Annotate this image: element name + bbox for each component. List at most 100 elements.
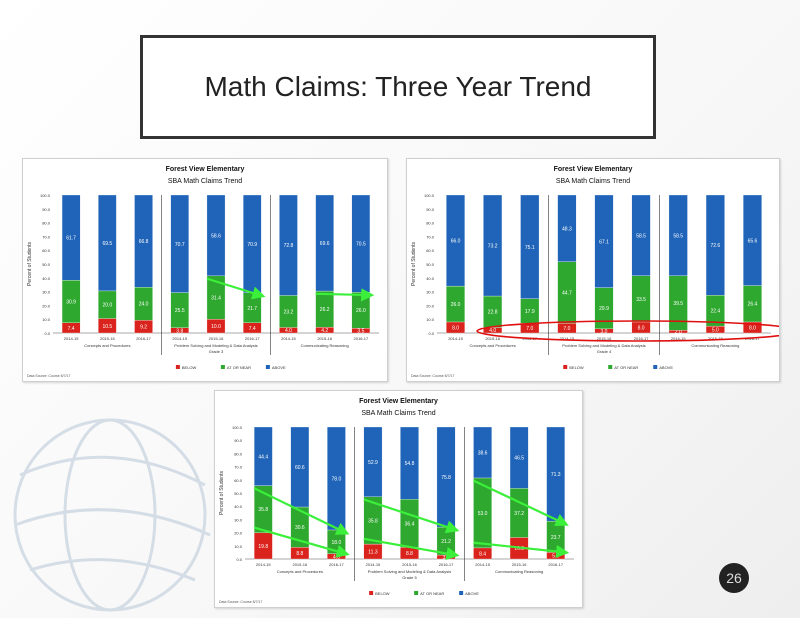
x-tick-label: 2016-17: [354, 336, 369, 341]
x-tick-label: 2014-15: [64, 336, 79, 341]
group-label: Communicating Reasoning: [495, 569, 543, 574]
data-label: 10.0: [211, 324, 221, 330]
y-tick-label: 30.0: [42, 290, 51, 295]
bar-above: [315, 194, 334, 292]
data-label: 26.0: [356, 308, 366, 314]
data-label: 8.8: [296, 551, 303, 557]
bar-above: [520, 194, 540, 299]
data-label: 48.3: [562, 226, 572, 232]
data-label: 26.4: [748, 302, 758, 308]
data-label: 60.6: [295, 465, 305, 471]
data-label: 23.7: [551, 535, 561, 541]
legend-swatch: [175, 365, 180, 369]
data-label: 9.2: [140, 325, 147, 331]
data-label: 36.4: [405, 521, 415, 527]
bar-above: [363, 426, 383, 497]
data-label: 35.8: [258, 507, 268, 513]
legend-label: ABOVE: [272, 365, 286, 370]
data-label: 71.3: [551, 472, 561, 478]
data-label: 21.2: [441, 539, 451, 545]
data-label: 8.4: [479, 551, 486, 557]
y-tick-label: 50.0: [426, 262, 435, 267]
data-label: 18.0: [332, 540, 342, 546]
legend-swatch: [414, 591, 419, 595]
legend-label: ABOVE: [659, 365, 673, 370]
trend-arrow: [363, 498, 460, 534]
group-label: Concepts and Procedures: [277, 569, 323, 574]
chart-panel-3: Forest View Elementary SBA Math Claims Tr…: [214, 390, 583, 608]
bar-above: [351, 194, 371, 293]
data-label: 75.8: [441, 475, 451, 481]
data-label: 46.5: [514, 456, 524, 462]
legend-label: AT OR NEAR: [420, 591, 444, 596]
x-tick-label: 2015-16: [597, 336, 612, 341]
data-label: 29.9: [599, 306, 609, 312]
data-label: 2.0: [675, 330, 682, 336]
y-tick-label: 70.0: [234, 465, 243, 470]
data-label: 5.0: [552, 554, 559, 560]
y-tick-label: 60.0: [426, 248, 435, 253]
x-tick-label: 2016-17: [439, 562, 454, 567]
y-tick-label: 70.0: [42, 234, 51, 239]
x-tick-label: 2015-16: [708, 336, 723, 341]
y-tick-label: 60.0: [42, 248, 51, 253]
legend-swatch: [608, 365, 613, 369]
data-label: 21.7: [247, 306, 257, 312]
data-label: 30.6: [295, 525, 305, 531]
y-tick-label: 20.0: [42, 303, 51, 308]
data-label: 69.6: [320, 241, 330, 247]
data-label: 23.2: [284, 309, 294, 315]
data-label: 26.2: [320, 307, 330, 313]
data-label: 7.0: [526, 326, 533, 332]
data-source: Data Source: Course 8/7/17: [219, 600, 262, 604]
legend-label: AT OR NEAR: [614, 365, 638, 370]
slide-title-box: Math Claims: Three Year Trend: [140, 35, 656, 139]
data-label: 10.5: [102, 324, 112, 330]
data-label: 39.5: [673, 301, 683, 307]
legend-label: BELOW: [182, 365, 197, 370]
bar-above: [557, 194, 577, 262]
data-label: 66.0: [451, 239, 461, 245]
group-label: Problem Solving and Modeling & Data Anal…: [368, 569, 451, 574]
data-label: 8.0: [452, 325, 459, 331]
x-tick-label: 2015-16: [209, 336, 224, 341]
y-axis-label: Percent of Students: [27, 242, 33, 286]
y-tick-label: 80.0: [234, 451, 243, 456]
data-label: 3.0: [443, 555, 450, 561]
bar-above: [705, 194, 725, 296]
bar-above: [483, 194, 503, 297]
data-label: 17.9: [525, 309, 535, 315]
data-label: 58.5: [673, 233, 683, 239]
y-tick-label: 40.0: [426, 276, 435, 281]
data-label: 7.4: [249, 326, 256, 332]
bar-above: [509, 426, 529, 489]
data-label: 26.0: [451, 302, 461, 308]
grade-label: Grade 3: [209, 349, 224, 354]
y-tick-label: 20.0: [426, 303, 435, 308]
chart-subtitle: SBA Math Claims Trend: [168, 178, 242, 185]
chart-panel-1: Forest View Elementary SBA Math Claims Tr…: [22, 158, 388, 382]
data-label: 35.8: [368, 518, 378, 524]
bar-above: [61, 194, 81, 281]
y-tick-label: 10.0: [42, 317, 51, 322]
data-label: 52.9: [368, 460, 378, 466]
data-label: 31.4: [211, 296, 221, 302]
data-source: Data Source: Course 8/7/17: [27, 374, 70, 378]
data-label: 16.3: [514, 546, 524, 552]
trend-arrow: [473, 541, 570, 559]
y-tick-label: 100.0: [40, 193, 51, 198]
x-tick-label: 2016-17: [634, 336, 649, 341]
legend-label: BELOW: [375, 591, 390, 596]
chart-panel-2: Forest View Elementary SBA Math Claims Tr…: [406, 158, 780, 382]
data-label: 72.6: [710, 243, 720, 249]
data-label: 78.0: [332, 476, 342, 482]
data-label: 11.3: [368, 550, 378, 556]
bar-above: [170, 194, 189, 293]
globe-decoration: [13, 418, 211, 612]
bar-above: [98, 194, 117, 292]
chart-title: Forest View Elementary: [554, 166, 633, 173]
legend-label: BELOW: [569, 365, 584, 370]
data-label: 61.7: [66, 236, 76, 242]
data-label: 70.9: [247, 242, 257, 248]
y-tick-label: 60.0: [234, 478, 243, 483]
